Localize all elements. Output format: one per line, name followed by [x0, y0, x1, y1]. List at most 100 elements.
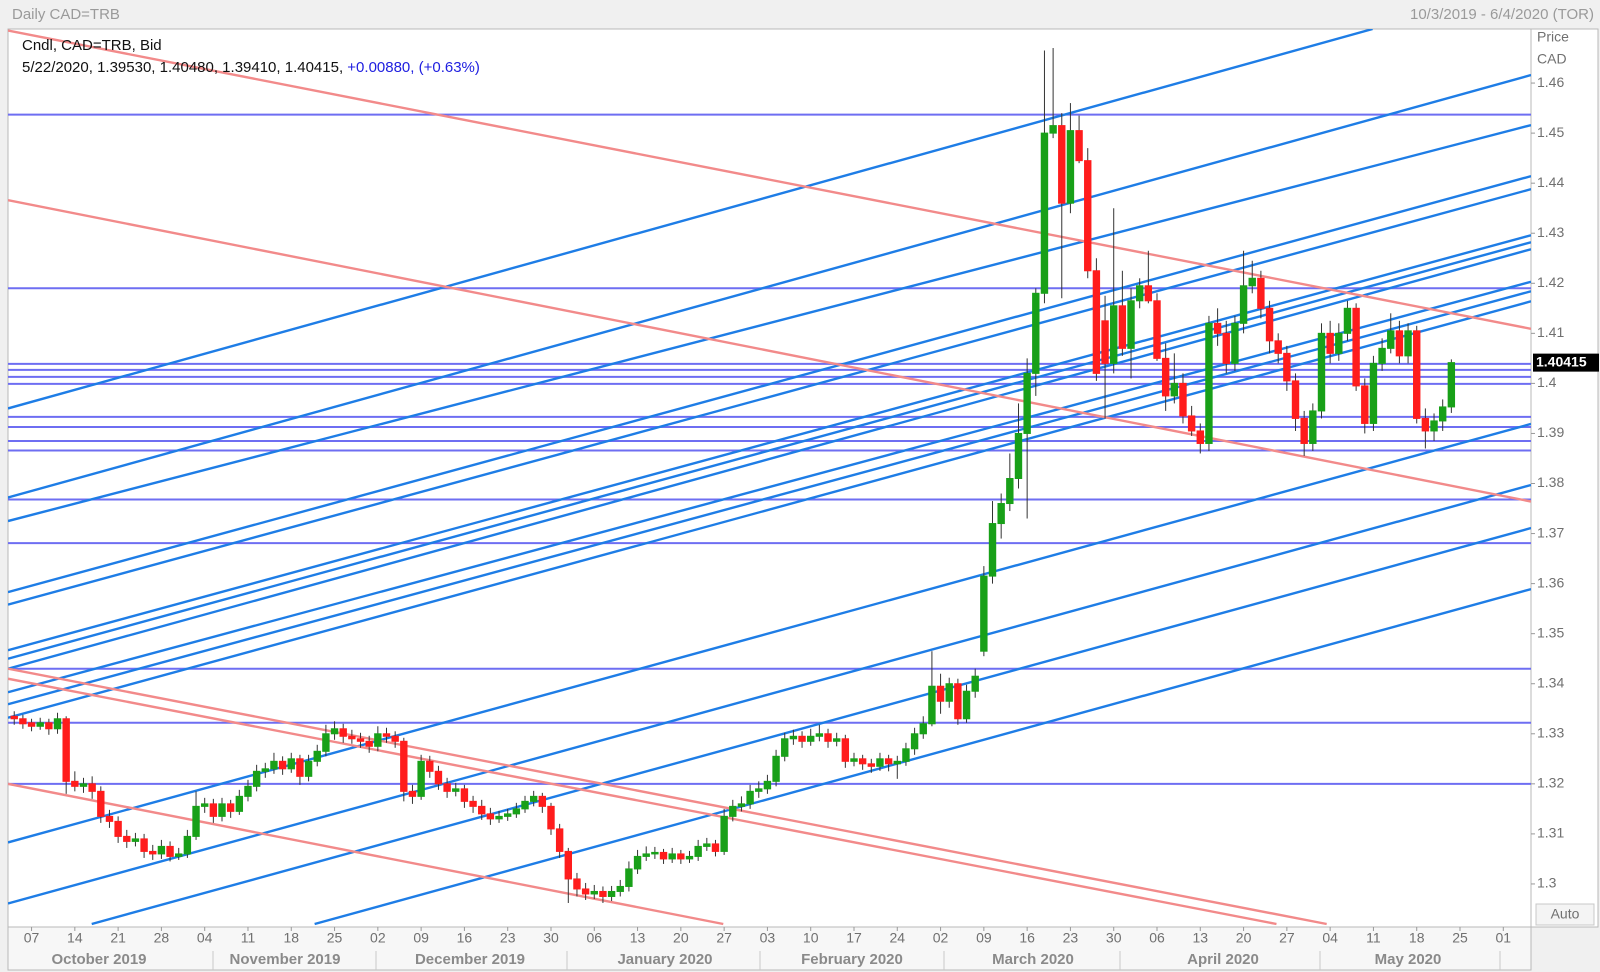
- candle-body: [469, 800, 477, 807]
- x-tick-label: 18: [1409, 930, 1425, 946]
- candle-body: [1023, 372, 1031, 434]
- candle-body: [521, 800, 529, 810]
- candle-body: [832, 738, 841, 742]
- auto-button[interactable]: [1535, 903, 1595, 926]
- candle-body: [252, 770, 261, 787]
- candle-body: [1231, 322, 1239, 364]
- candle-body: [304, 760, 313, 777]
- x-tick-label: 25: [327, 930, 343, 946]
- candle-body: [62, 718, 70, 782]
- candle-body: [1032, 292, 1040, 374]
- candle-body: [1413, 330, 1421, 419]
- candle-body: [1239, 285, 1248, 324]
- last-price-label: 1.40415: [1536, 353, 1587, 369]
- candle-body: [434, 770, 443, 785]
- candle-body: [729, 805, 737, 817]
- candle-body: [19, 718, 27, 725]
- candle-body: [1300, 417, 1308, 444]
- candle-body: [1387, 330, 1395, 349]
- candle-body: [945, 683, 953, 702]
- trend-line: [8, 241, 1531, 660]
- candle-body: [642, 853, 650, 857]
- x-tick-label: 14: [67, 930, 83, 946]
- candle-body: [1196, 430, 1204, 444]
- candle-body: [270, 760, 278, 770]
- trend-line: [8, 123, 1531, 523]
- candle-body: [1127, 300, 1135, 349]
- candle-body: [755, 788, 763, 792]
- candle-body: [486, 813, 495, 820]
- legend-ohlc: 5/22/2020, 1.39530, 1.40480, 1.39410, 1.…: [22, 59, 343, 76]
- candle-body: [616, 885, 624, 892]
- candle-body: [1395, 330, 1404, 357]
- candle-body: [1222, 332, 1230, 364]
- candle-body: [27, 722, 36, 727]
- candle-body: [192, 805, 200, 837]
- chart-title: Daily CAD=TRB: [12, 6, 120, 23]
- candle-body: [876, 758, 884, 767]
- candle-body: [980, 575, 988, 652]
- x-tick-label: 16: [1019, 930, 1035, 946]
- x-tick-label: 04: [1322, 930, 1338, 946]
- candle-body: [140, 838, 148, 852]
- x-tick-label: 27: [1279, 930, 1295, 946]
- candle-body: [789, 735, 798, 740]
- month-label: March 2020: [992, 951, 1074, 968]
- candle-body: [798, 735, 806, 742]
- y-tick-label: 1.4: [1537, 374, 1557, 390]
- x-tick-label: 23: [500, 930, 516, 946]
- x-tick-label: 16: [457, 930, 473, 946]
- x-tick-label: 07: [24, 930, 40, 946]
- trend-line: [8, 188, 1531, 606]
- candle-body: [478, 805, 486, 815]
- candle-body: [1421, 417, 1430, 432]
- x-tick-label: 27: [716, 930, 732, 946]
- x-tick-label: 25: [1452, 930, 1468, 946]
- candle-body: [495, 815, 503, 820]
- candle-body: [1326, 332, 1334, 354]
- candle-body: [313, 750, 321, 762]
- candle-body: [590, 890, 598, 895]
- x-tick-label: 09: [976, 930, 992, 946]
- candle-body: [330, 728, 339, 735]
- month-label: April 2020: [1187, 951, 1259, 968]
- y-tick-label: 1.43: [1537, 224, 1564, 240]
- candle-body: [1274, 340, 1282, 354]
- candle-body: [218, 803, 226, 817]
- candle-body: [685, 855, 694, 860]
- candle-body: [893, 760, 901, 765]
- candle-body: [841, 738, 850, 762]
- candle-body: [781, 738, 789, 757]
- y-tick-label: 1.41: [1537, 324, 1564, 340]
- y-tick-label: 1.3: [1537, 875, 1557, 891]
- candle-body: [45, 722, 53, 730]
- legend-values: 5/22/2020, 1.39530, 1.40480, 1.39410, 1.…: [22, 59, 480, 76]
- trend-line: [8, 290, 1531, 706]
- candle-body: [123, 835, 131, 842]
- x-tick-label: 02: [933, 930, 949, 946]
- candle-body: [1153, 300, 1161, 359]
- auto-button-label[interactable]: Auto: [1551, 906, 1580, 922]
- legend-change: +0.00880, (+0.63%): [347, 59, 480, 76]
- candle-body: [356, 738, 365, 742]
- candle-body: [746, 790, 754, 805]
- candle-body: [1006, 478, 1014, 505]
- candle-body: [677, 853, 685, 860]
- candle-body: [1135, 285, 1144, 302]
- candle-body: [287, 758, 295, 770]
- candle-body: [79, 783, 88, 787]
- candle-body: [607, 890, 616, 897]
- candle-body: [365, 740, 373, 747]
- candle-body: [1179, 382, 1187, 417]
- candle-body: [183, 835, 192, 855]
- candle-body: [1101, 320, 1109, 364]
- y-tick-label: 1.33: [1537, 724, 1564, 740]
- x-tick-label: 20: [673, 930, 689, 946]
- y-tick-label: 1.38: [1537, 474, 1564, 490]
- candle-body: [1291, 380, 1300, 419]
- candle-body: [10, 715, 18, 720]
- candle-body: [867, 763, 876, 767]
- candle-body: [339, 728, 347, 737]
- x-tick-label: 28: [154, 930, 170, 946]
